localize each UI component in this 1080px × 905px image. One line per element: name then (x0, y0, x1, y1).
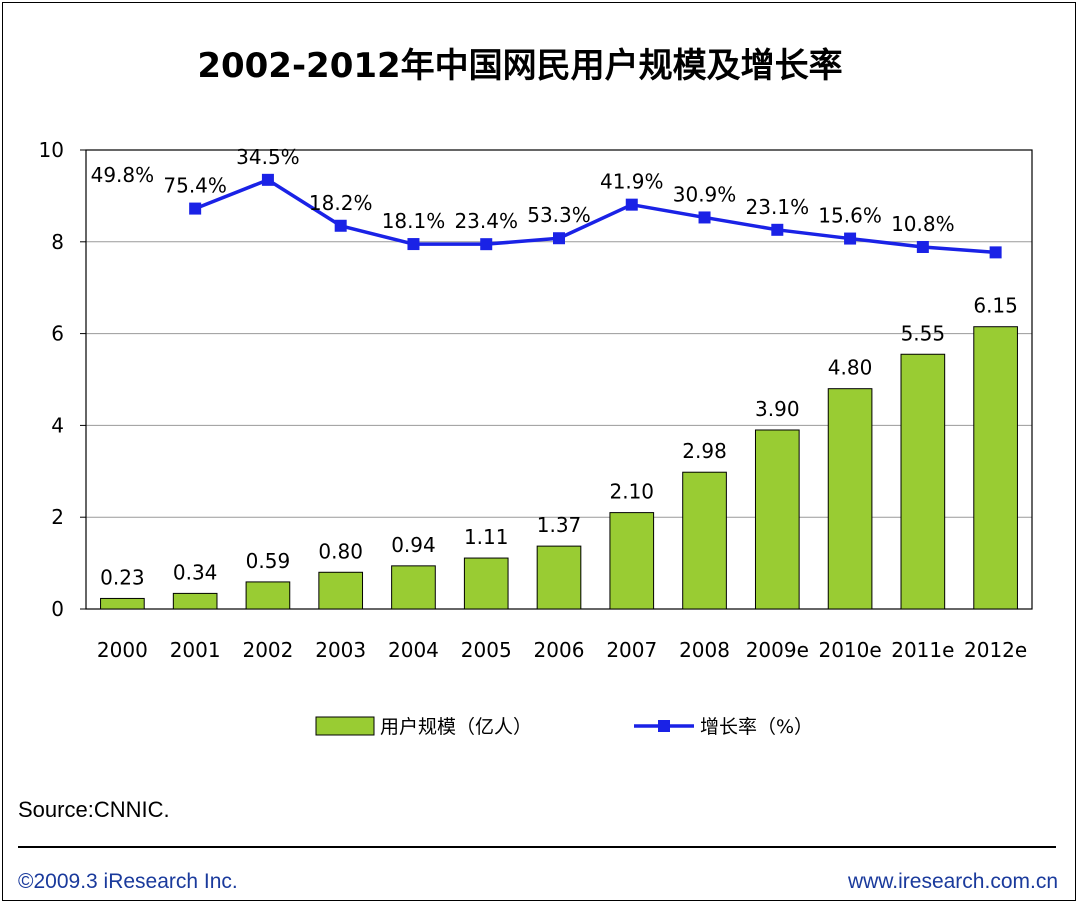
bar-2011e (900, 353, 946, 610)
growth-rate-point (189, 202, 202, 215)
bar-label: 6.15 (973, 294, 1018, 318)
x-tick-label: 2009e (746, 638, 809, 662)
growth-rate-point (625, 198, 638, 211)
growth-rate-label: 18.1% (382, 209, 446, 233)
growth-rate-point (407, 238, 420, 251)
bar-label: 0.23 (100, 565, 145, 589)
bar-label: 5.55 (901, 321, 946, 345)
bar-label: 4.80 (828, 356, 873, 380)
y-tick-label: 10 (39, 138, 64, 162)
bar-label: 1.37 (537, 513, 582, 537)
bar-label: 0.34 (173, 560, 218, 584)
x-tick-label: 2004 (388, 638, 439, 662)
bar-2005 (463, 557, 509, 610)
bar-2001 (172, 592, 218, 610)
growth-rate-point (989, 246, 1002, 259)
growth-rate-point (771, 223, 784, 236)
growth-rate-line (194, 178, 996, 255)
bar-2002 (245, 581, 291, 610)
growth-rate-point (916, 240, 929, 253)
growth-rate-point (844, 232, 857, 245)
growth-rate-label: 53.3% (527, 203, 591, 227)
bar-label: 2.98 (682, 439, 727, 463)
legend-line-marker (658, 720, 670, 732)
bar-2012e (973, 326, 1018, 610)
bar-2006 (536, 545, 582, 610)
bar-2009e (754, 429, 800, 610)
y-tick-label: 2 (51, 505, 64, 529)
chart-title: 2002-2012年中国网民用户规模及增长率 (197, 46, 843, 86)
x-tick-label: 2005 (461, 638, 512, 662)
footer-divider (18, 846, 1056, 848)
y-tick-label: 8 (51, 230, 64, 254)
bar-2008 (682, 471, 727, 610)
bar-label: 1.11 (464, 525, 509, 549)
legend-bar-label: 用户规模（亿人） (380, 716, 532, 738)
bar-label: 0.80 (318, 539, 363, 563)
growth-rate-point (553, 232, 565, 245)
x-tick-label: 2012e (964, 638, 1027, 662)
bar-2004 (391, 565, 436, 610)
copyright-text: ©2009.3 iResearch Inc. (18, 870, 238, 893)
growth-rate-label: 34.5% (236, 145, 300, 169)
bar-2007 (609, 512, 655, 610)
x-tick-label: 2006 (534, 638, 585, 662)
y-tick-label: 0 (51, 597, 64, 621)
growth-rate-label: 75.4% (163, 174, 227, 198)
x-tick-label: 2002 (242, 638, 293, 662)
legend-bar-swatch (315, 716, 375, 736)
growth-rate-label: 30.9% (673, 182, 737, 206)
y-tick-label: 4 (51, 413, 64, 437)
x-tick-label: 2000 (97, 638, 148, 662)
bar-2003 (318, 571, 364, 610)
growth-rate-label: 41.9% (600, 170, 664, 194)
bar-label: 0.59 (246, 549, 291, 573)
growth-rate-label: 49.8% (91, 163, 155, 187)
x-tick-label: 2003 (315, 638, 366, 662)
growth-rate-label: 10.8% (891, 212, 955, 236)
x-tick-label: 2010e (818, 638, 881, 662)
growth-rate-point (480, 238, 493, 251)
growth-rate-label: 23.4% (454, 209, 518, 233)
growth-rate-label: 23.1% (746, 195, 810, 219)
growth-rate-point (698, 211, 711, 224)
x-tick-label: 2011e (891, 638, 954, 662)
growth-rate-point (261, 173, 274, 186)
y-tick-label: 6 (51, 322, 64, 346)
x-tick-label: 2008 (679, 638, 730, 662)
bar-2010e (827, 388, 873, 610)
x-tick-label: 2001 (170, 638, 221, 662)
growth-rate-point (334, 219, 347, 232)
legend-line-label: 增长率（%） (700, 716, 813, 738)
bar-label: 3.90 (755, 397, 800, 421)
x-tick-label: 2007 (606, 638, 657, 662)
growth-rate-label: 15.6% (818, 204, 882, 228)
website-link[interactable]: www.iresearch.com.cn (847, 870, 1058, 893)
growth-rate-label: 18.2% (309, 191, 373, 215)
bar-label: 2.10 (610, 480, 655, 504)
bar-2000 (100, 597, 145, 610)
source-note: Source:CNNIC. (18, 797, 170, 822)
bar-label: 0.94 (391, 533, 436, 557)
